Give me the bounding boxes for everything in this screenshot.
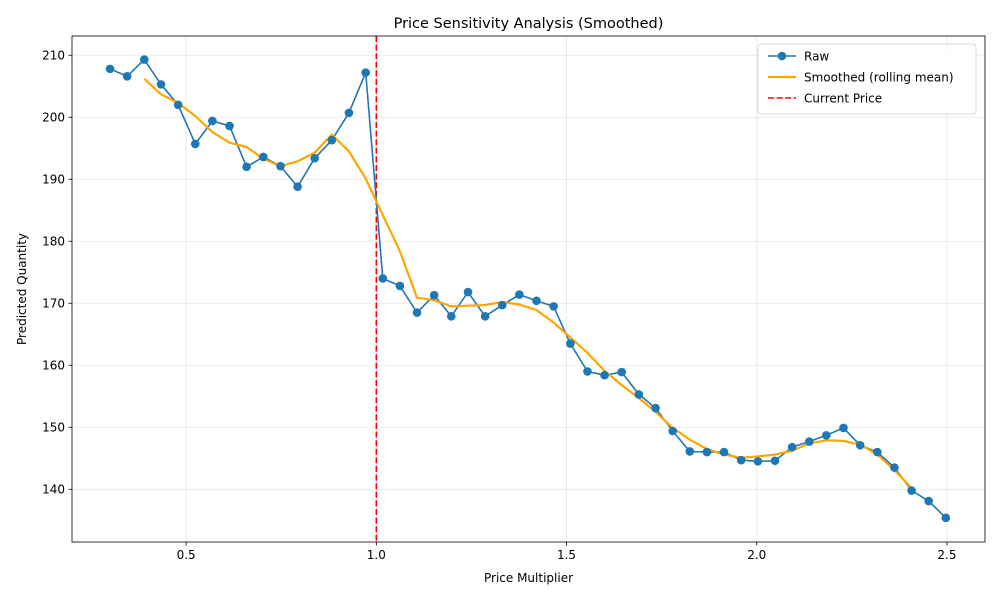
raw-data-point (839, 423, 848, 433)
raw-data-point (156, 80, 166, 89)
smoothed-series-line (143, 77, 913, 489)
y-axis-label: Predicted Quantity (15, 233, 29, 345)
raw-data-point (600, 370, 609, 380)
y-tick-label: 150 (42, 421, 65, 435)
raw-data-point (310, 153, 320, 163)
series-layer (105, 55, 951, 523)
raw-data-point (344, 108, 354, 118)
raw-data-point (822, 431, 831, 440)
raw-data-point (651, 403, 660, 413)
raw-data-point (702, 447, 712, 457)
raw-data-point (480, 311, 490, 321)
raw-data-point (139, 55, 149, 64)
raw-data-point (736, 455, 746, 465)
raw-data-point (276, 161, 285, 171)
legend-entry-raw-label: Raw (804, 49, 829, 63)
plot-frame (71, 35, 986, 543)
raw-data-point (787, 442, 797, 452)
raw-data-point (497, 300, 507, 310)
raw-data-point (378, 274, 388, 283)
raw-data-point (583, 367, 592, 376)
raw-data-point (361, 68, 370, 77)
raw-data-point (907, 486, 916, 495)
raw-data-point (515, 290, 524, 299)
x-tick-label: 1.0 (367, 548, 386, 562)
raw-data-point (753, 457, 763, 466)
x-tick-label: 0.5 (177, 548, 196, 562)
raw-data-point (122, 72, 132, 81)
x-tick-label: 2.0 (747, 548, 766, 562)
y-tick-label: 190 (42, 173, 65, 187)
raw-data-point (225, 121, 234, 131)
raw-data-point (890, 463, 899, 472)
y-tick-label: 160 (42, 359, 65, 373)
raw-data-point (463, 287, 473, 297)
chart-title: Price Sensitivity Analysis (Smoothed) (394, 16, 664, 32)
raw-data-point (855, 440, 865, 450)
legend-box (757, 43, 977, 115)
raw-data-point (719, 447, 729, 457)
raw-data-point (208, 116, 217, 126)
raw-data-point (293, 182, 302, 191)
y-tick-label: 140 (42, 483, 65, 497)
raw-data-point (446, 311, 456, 321)
legend: Raw Smoothed (rolling mean) Current Price (757, 43, 977, 115)
raw-data-point (873, 447, 882, 457)
raw-data-point (190, 139, 200, 149)
raw-data-point (770, 456, 780, 466)
legend-entry-raw-marker (777, 51, 787, 61)
y-tick-label: 170 (42, 297, 65, 311)
raw-data-point (634, 390, 644, 399)
y-tick-label: 180 (42, 235, 65, 249)
x-tick-label: 1.5 (557, 548, 576, 562)
raw-data-point (617, 367, 627, 377)
grid (72, 36, 985, 542)
raw-data-point (173, 100, 183, 110)
legend-entry-smoothed-label: Smoothed (rolling mean) (804, 70, 954, 84)
x-tick-label: 2.5 (937, 548, 956, 562)
raw-data-point (242, 162, 251, 172)
y-tick-label: 200 (42, 111, 65, 125)
tick-layer: 0.5 1.0 1.5 2.0 2.5 140 150 160 170 180 190 200 210 (42, 49, 956, 562)
raw-data-point (668, 426, 677, 436)
raw-data-point (549, 302, 558, 311)
raw-data-point (259, 152, 268, 162)
raw-data-point (532, 296, 541, 306)
raw-data-point (685, 447, 695, 456)
x-axis-label: Price Multiplier (484, 571, 573, 585)
raw-data-point (566, 339, 575, 348)
raw-data-point (105, 64, 115, 74)
raw-data-point (804, 437, 814, 446)
raw-data-point (941, 513, 951, 523)
raw-data-point (327, 135, 337, 145)
legend-entry-current-price-label: Current Price (804, 91, 882, 105)
raw-data-point (395, 281, 405, 291)
raw-data-point (412, 308, 422, 317)
raw-data-point (429, 290, 439, 300)
y-tick-label: 210 (42, 49, 65, 63)
raw-data-point (924, 496, 933, 506)
